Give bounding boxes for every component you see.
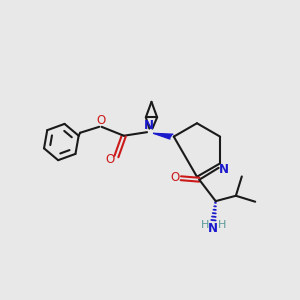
Polygon shape xyxy=(154,134,173,139)
Text: N: N xyxy=(208,222,218,235)
Text: N: N xyxy=(219,163,229,176)
Text: O: O xyxy=(96,114,105,128)
Text: O: O xyxy=(170,171,180,184)
Text: O: O xyxy=(105,153,115,166)
Text: H: H xyxy=(201,220,209,230)
Text: N: N xyxy=(143,119,154,132)
Text: H: H xyxy=(218,220,226,230)
